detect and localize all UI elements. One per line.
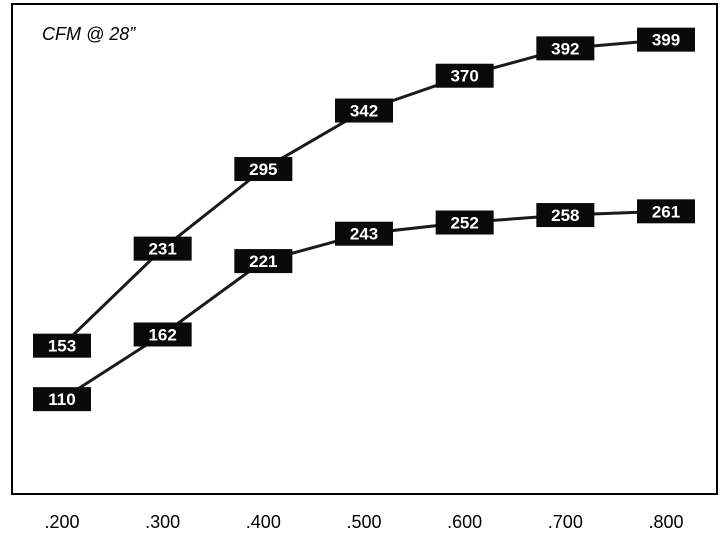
data-point-marker [435, 210, 494, 235]
data-label: 162 [148, 325, 176, 344]
data-point-marker [536, 203, 595, 228]
data-label: 370 [450, 67, 478, 86]
data-point-marker [133, 322, 192, 347]
data-label: 153 [48, 337, 76, 356]
data-label: 392 [551, 39, 579, 58]
x-tick-label: .600 [447, 512, 482, 532]
plot-frame [11, 3, 718, 495]
series-1: 153 231 295 342 370 392 399 [33, 27, 695, 358]
data-point-marker [637, 27, 695, 52]
data-point-marker [33, 333, 91, 358]
data-point-marker [435, 63, 494, 88]
data-label: 221 [249, 252, 277, 271]
x-tick-label: .500 [346, 512, 381, 532]
data-label: 342 [350, 102, 378, 121]
x-tick-label: .400 [246, 512, 281, 532]
data-point-marker [33, 387, 91, 412]
data-point-marker [335, 221, 393, 246]
data-point-marker [234, 249, 293, 274]
x-tick-label: .300 [145, 512, 180, 532]
series-2: 110 162 221 243 252 258 261 [33, 199, 695, 412]
chart-title: CFM @ 28” [42, 24, 136, 44]
data-point-marker [234, 157, 293, 182]
data-label: 261 [652, 202, 680, 221]
x-tick-label: .700 [548, 512, 583, 532]
data-point-marker [335, 98, 393, 123]
data-label: 231 [148, 240, 176, 259]
data-label: 258 [551, 206, 579, 225]
data-point-marker [536, 36, 595, 61]
data-label: 252 [450, 214, 478, 233]
data-point-marker [133, 236, 192, 261]
data-label: 110 [48, 390, 75, 409]
x-tick-label: .800 [648, 512, 683, 532]
x-tick-labels: .200 .300 .400 .500 .600 .700 .800 [44, 512, 683, 532]
series-layer: 153 231 295 342 370 392 399 110 162 221 243 252 258 2… [33, 27, 695, 412]
x-tick-label: .200 [44, 512, 79, 532]
data-label: 295 [249, 160, 277, 179]
data-label: 243 [350, 225, 378, 244]
data-label: 399 [652, 31, 680, 50]
data-point-marker [637, 199, 695, 224]
